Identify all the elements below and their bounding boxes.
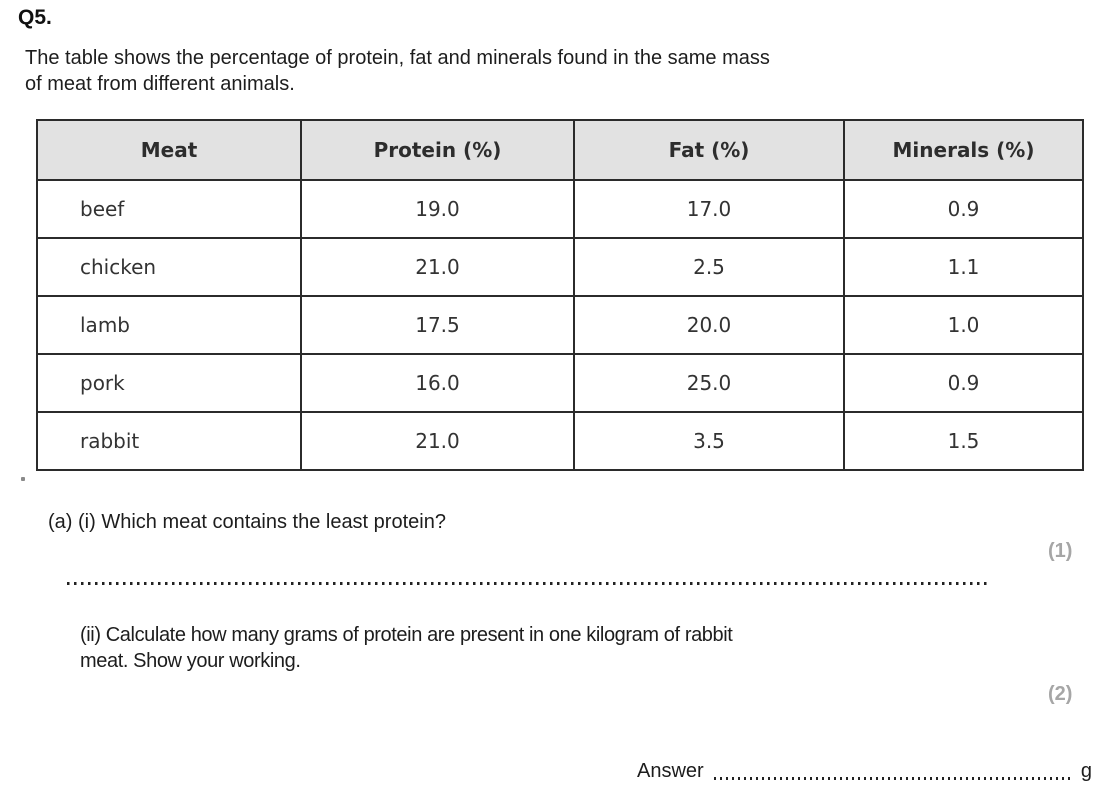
cell-minerals: 0.9: [843, 179, 1084, 239]
cell-protein: 21.0: [300, 411, 575, 471]
cell-fat: 3.5: [573, 411, 845, 471]
column-header-minerals: Minerals (%): [843, 119, 1084, 181]
question-number: Q5.: [18, 6, 52, 29]
table-row: lamb 17.5 20.0 1.0: [36, 295, 1084, 355]
cell-fat: 2.5: [573, 237, 845, 297]
cell-meat: lamb: [36, 295, 302, 355]
part-a-ii-line-2: meat. Show your working.: [80, 650, 301, 672]
cell-minerals: 1.5: [843, 411, 1084, 471]
cell-meat: chicken: [36, 237, 302, 297]
cell-minerals: 0.9: [843, 353, 1084, 413]
marks-badge-2: (2): [1048, 683, 1073, 705]
part-a-ii-line-1: (ii) Calculate how many grams of protein…: [80, 624, 733, 646]
table-row: chicken 21.0 2.5 1.1: [36, 237, 1084, 297]
cell-fat: 25.0: [573, 353, 845, 413]
cell-protein: 21.0: [300, 237, 575, 297]
cell-meat: rabbit: [36, 411, 302, 471]
stray-period-mark: [21, 477, 25, 481]
cell-fat: 17.0: [573, 179, 845, 239]
cell-meat: pork: [36, 353, 302, 413]
answer-line: Answer g: [637, 760, 1092, 783]
cell-meat: beef: [36, 179, 302, 239]
intro-line-1: The table shows the percentage of protei…: [25, 47, 770, 69]
table-row: rabbit 21.0 3.5 1.5: [36, 411, 1084, 471]
cell-minerals: 1.0: [843, 295, 1084, 355]
table-row: beef 19.0 17.0 0.9: [36, 179, 1084, 239]
cell-protein: 19.0: [300, 179, 575, 239]
table-header-row: Meat Protein (%) Fat (%) Minerals (%): [36, 119, 1084, 181]
answer-unit: g: [1080, 760, 1092, 782]
cell-protein: 17.5: [300, 295, 575, 355]
column-header-meat: Meat: [36, 119, 302, 181]
answer-dots: [713, 777, 1073, 780]
cell-fat: 20.0: [573, 295, 845, 355]
cell-protein: 16.0: [300, 353, 575, 413]
question-part-a-ii: (ii) Calculate how many grams of protein…: [80, 622, 733, 674]
nutrition-table: Meat Protein (%) Fat (%) Minerals (%) be…: [36, 119, 1084, 471]
cell-minerals: 1.1: [843, 237, 1084, 297]
column-header-fat: Fat (%): [573, 119, 845, 181]
intro-line-2: of meat from different animals.: [25, 73, 295, 95]
marks-badge-1: (1): [1048, 540, 1073, 562]
question-intro: The table shows the percentage of protei…: [25, 45, 770, 97]
answer-label: Answer: [637, 760, 704, 782]
answer-dotted-line: [67, 582, 990, 585]
question-part-a-i: (a) (i) Which meat contains the least pr…: [48, 511, 446, 533]
table-row: pork 16.0 25.0 0.9: [36, 353, 1084, 413]
column-header-protein: Protein (%): [300, 119, 575, 181]
